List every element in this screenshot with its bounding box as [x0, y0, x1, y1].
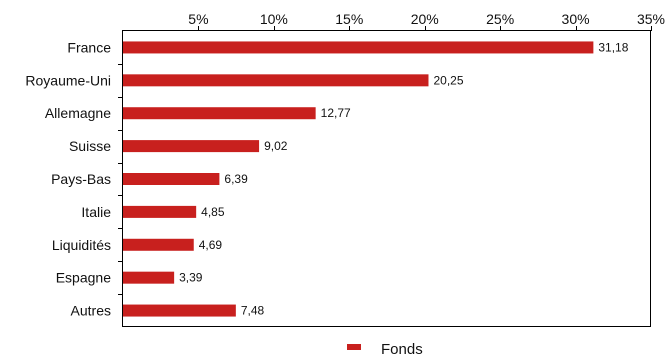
bar-italie — [123, 205, 197, 218]
bar-pays-bas — [123, 173, 220, 185]
category-label-suisse: Suisse — [69, 138, 111, 154]
category-label-france: France — [67, 39, 111, 55]
bars-group: 31,18 20,25 12,77 9,02 6,39 4,85 4,69 3,39 7,48 — [123, 40, 629, 318]
y-axis-ticks: France Royaume-Uni Allemagne Suisse Pays-Bas… — [25, 39, 123, 319]
category-label-autres: Autres — [71, 303, 111, 319]
legend: Fonds — [347, 341, 423, 354]
x-tick-label: 5% — [188, 11, 208, 27]
category-label-liquidites: Liquidités — [52, 237, 111, 253]
x-tick-label: 10% — [260, 11, 288, 27]
bar-suisse — [123, 140, 260, 153]
legend-swatch-fonds — [347, 344, 361, 350]
value-label-espagne: 3,39 — [179, 271, 203, 285]
x-tick-label: 20% — [411, 11, 439, 27]
category-label-pays-bas: Pays-Bas — [51, 171, 111, 187]
value-label-suisse: 9,02 — [264, 139, 288, 153]
value-label-france: 31,18 — [598, 40, 628, 54]
plot-area-frame — [122, 30, 651, 327]
value-label-liquidites: 4,69 — [199, 238, 223, 252]
x-tick-label: 15% — [335, 11, 363, 27]
category-label-espagne: Espagne — [56, 270, 111, 286]
x-tick-label: 25% — [486, 11, 514, 27]
legend-label-fonds: Fonds — [381, 341, 423, 354]
value-label-italie: 4,85 — [201, 205, 225, 219]
bar-france — [123, 41, 594, 54]
category-label-allemagne: Allemagne — [45, 105, 111, 121]
bar-espagne — [123, 271, 175, 284]
value-label-autres: 7,48 — [241, 304, 265, 318]
value-label-allemagne: 12,77 — [321, 106, 351, 120]
bar-liquidites — [123, 238, 194, 251]
value-label-royaume-uni: 20,25 — [433, 73, 463, 87]
bar-allemagne — [123, 107, 316, 120]
bar-royaume-uni — [123, 74, 429, 87]
x-axis-ticks: 5% 10% 15% 20% 25% 30% 35% — [188, 11, 665, 31]
bar-autres — [123, 304, 236, 317]
category-label-italie: Italie — [81, 204, 111, 220]
x-tick-label: 35% — [637, 11, 665, 27]
category-label-royaume-uni: Royaume-Uni — [25, 72, 111, 88]
x-tick-label: 30% — [562, 11, 590, 27]
value-label-pays-bas: 6,39 — [224, 172, 248, 186]
